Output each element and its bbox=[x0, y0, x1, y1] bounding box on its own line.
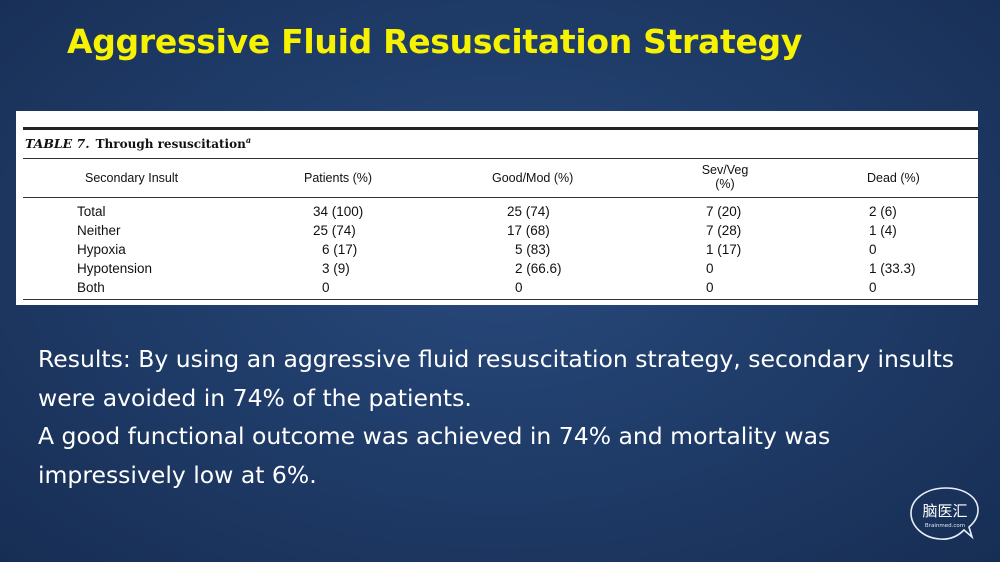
cell-patients: 34 (100) bbox=[313, 204, 364, 219]
results-paragraph: Results: By using an aggressive fluid re… bbox=[38, 345, 955, 412]
cell-sev-veg: 0 bbox=[706, 261, 714, 276]
cell-good-mod: 5 (83) bbox=[515, 242, 551, 257]
cell-sev-veg: 7 (20) bbox=[706, 204, 742, 219]
cell-patients: 0 bbox=[322, 280, 330, 295]
cell-good-mod: 25 (74) bbox=[507, 204, 550, 219]
table-caption-footnote-mark: a bbox=[245, 135, 252, 145]
cell-good-mod: 17 (68) bbox=[507, 223, 550, 238]
logo-subtext: Brainmed.com bbox=[925, 523, 965, 529]
header-good-mod: Good/Mod (%) bbox=[492, 171, 574, 185]
cell-patients: 6 (17) bbox=[322, 242, 358, 257]
cell-sev-veg: 0 bbox=[706, 280, 714, 295]
table-header-bottom-rule bbox=[23, 197, 978, 198]
table-figure: TABLE 7. Through resuscitationa Secondary… bbox=[16, 111, 978, 305]
cell-good-mod: 2 (66.6) bbox=[515, 261, 562, 276]
cell-dead: 1 (33.3) bbox=[869, 261, 916, 276]
cell-insult: Both bbox=[77, 280, 105, 295]
cell-sev-veg: 1 (17) bbox=[706, 242, 742, 257]
cell-dead: 1 (4) bbox=[869, 223, 897, 238]
table-bottom-rule bbox=[23, 299, 978, 300]
table-top-rule bbox=[23, 127, 978, 130]
logo-bubble-outline bbox=[910, 487, 979, 540]
cell-dead: 2 (6) bbox=[869, 204, 897, 219]
cell-insult: Hypoxia bbox=[77, 242, 126, 257]
header-dead: Dead (%) bbox=[867, 171, 920, 185]
table-header-top-rule bbox=[23, 158, 978, 159]
slide-title: Aggressive Fluid Resuscitation Strategy bbox=[67, 22, 803, 61]
brainmed-logo: 脑医汇 Brainmed.com bbox=[910, 487, 979, 540]
cell-patients: 3 (9) bbox=[322, 261, 350, 276]
cell-good-mod: 0 bbox=[515, 280, 523, 295]
header-sev-veg: Sev/Veg (%) bbox=[702, 163, 749, 191]
table-caption-text: Through resuscitation bbox=[95, 137, 246, 151]
cell-insult: Hypotension bbox=[77, 261, 153, 276]
logo-text: 脑医汇 bbox=[922, 502, 967, 520]
cell-insult: Neither bbox=[77, 223, 121, 238]
header-secondary-insult: Secondary Insult bbox=[85, 171, 179, 185]
table-caption: TABLE 7. Through resuscitationa bbox=[25, 135, 251, 151]
table-caption-label: TABLE 7. bbox=[25, 136, 90, 151]
cell-patients: 25 (74) bbox=[313, 223, 356, 238]
cell-dead: 0 bbox=[869, 242, 877, 257]
header-sev-veg-line1: Sev/Veg bbox=[701, 163, 749, 177]
results-paragraph: A good functional outcome was achieved i… bbox=[38, 422, 831, 489]
results-text: Results: By using an aggressive fluid re… bbox=[38, 340, 958, 494]
cell-dead: 0 bbox=[869, 280, 877, 295]
cell-insult: Total bbox=[77, 204, 106, 219]
header-patients: Patients (%) bbox=[304, 171, 373, 185]
header-sev-veg-line2: (%) bbox=[715, 177, 735, 191]
cell-sev-veg: 7 (28) bbox=[706, 223, 742, 238]
